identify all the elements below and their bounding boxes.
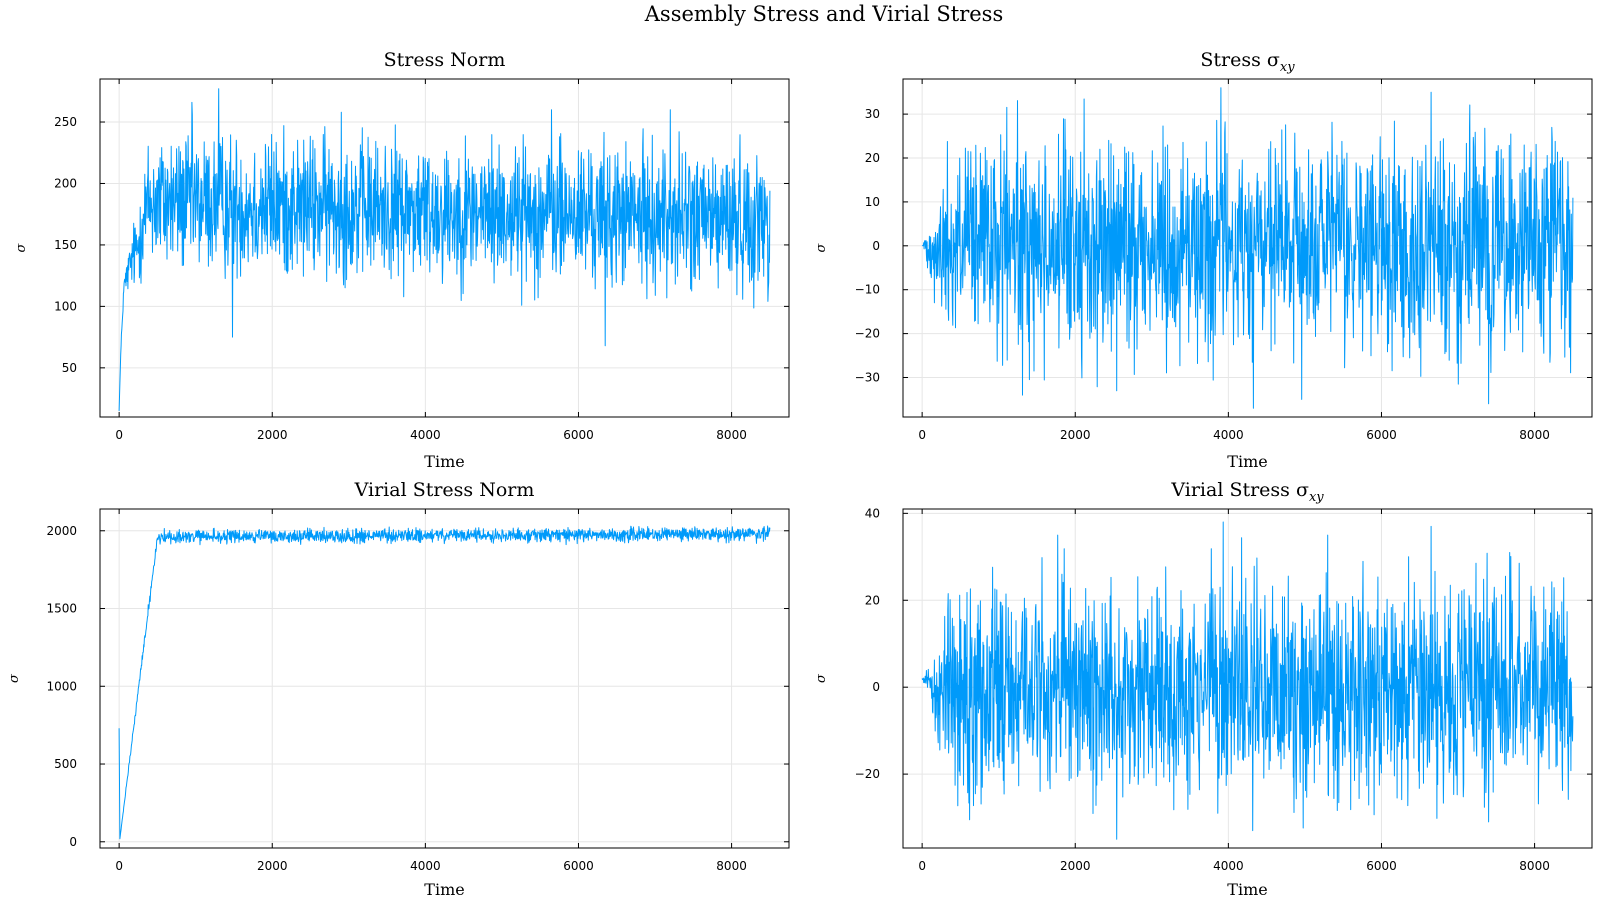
x-tick-label: 8000 [716,859,747,873]
y-tick-label: 200 [54,176,77,190]
subplot-title: Stress Norm [384,49,506,71]
x-tick-label: 6000 [563,859,594,873]
x-axis-label: Time [424,880,464,899]
y-tick-label: 1500 [46,602,77,616]
series-line [921,521,1574,840]
axes-frame [99,508,790,849]
y-tick-label: 150 [54,238,77,252]
x-tick-label: 8000 [716,428,747,442]
y-tick-label: 250 [54,115,77,129]
subplot-title: Stress σxy [1200,49,1295,75]
x-tick-label: 8000 [1519,859,1550,873]
subplot-1: 0 2000 4000 6000 8000 50 100 150 200 250 Stress No… [14,49,790,471]
subplot-title: Virial Stress σxy [1170,479,1324,505]
x-tick-label: 4000 [1213,859,1244,873]
x-tick-label: 2000 [1060,428,1091,442]
x-tick-label: 2000 [257,859,288,873]
subplot-2: 0 2000 4000 6000 8000 −30 −20 −10 0 10 20 30 Stress … [814,49,1593,471]
y-tick-label: 40 [865,506,880,520]
x-axis-label: Time [424,452,464,471]
y-tick-label: −30 [855,370,880,384]
axes-frame [902,508,1593,849]
y-tick-label: 0 [872,680,880,694]
y-tick-label: 0 [69,835,77,849]
x-tick-label: 0 [918,428,926,442]
x-tick-label: 6000 [1366,428,1397,442]
y-tick-label: −20 [855,327,880,341]
y-tick-label: 10 [865,195,880,209]
subplot-title-subscript: xy [1280,60,1295,75]
y-tick-label: 20 [865,593,880,607]
series-line [118,525,771,840]
y-tick-label: 1000 [46,679,77,693]
y-tick-label: 20 [865,151,880,165]
series-line [118,88,771,411]
y-tick-label: 50 [62,361,77,375]
axes-frame [99,78,790,418]
x-axis-label: Time [1227,880,1267,899]
x-tick-label: 8000 [1519,428,1550,442]
figure-title: Assembly Stress and Virial Stress [644,2,1003,26]
y-tick-label: 2000 [46,524,77,538]
x-tick-label: 4000 [1213,428,1244,442]
y-tick-label: 0 [872,239,880,253]
y-tick-label: −20 [855,767,880,781]
series-line [921,87,1574,409]
subplot-3: 0 2000 4000 6000 8000 0 500 1000 1500 2000 Virial … [7,479,790,899]
y-axis-label: σ [814,673,829,683]
y-axis-label: σ [14,242,29,252]
x-tick-label: 6000 [563,428,594,442]
x-axis-label: Time [1227,452,1267,471]
x-tick-label: 2000 [257,428,288,442]
y-tick-label: −10 [855,283,880,297]
x-tick-label: 0 [918,859,926,873]
axes-frame [902,78,1593,418]
subplot-4: 0 2000 4000 6000 8000 −20 0 20 40 Virial Stress σ… [814,479,1593,899]
x-tick-label: 4000 [410,428,441,442]
y-tick-label: 30 [865,107,880,121]
subplot-title-subscript: xy [1309,490,1324,505]
x-tick-label: 0 [115,428,123,442]
y-tick-label: 500 [54,757,77,771]
y-axis-label: σ [814,242,829,252]
subplot-title: Virial Stress Norm [354,479,535,501]
y-tick-label: 100 [54,299,77,313]
x-tick-label: 2000 [1060,859,1091,873]
x-tick-label: 0 [115,859,123,873]
x-tick-label: 6000 [1366,859,1397,873]
y-axis-label: σ [7,673,22,683]
x-tick-label: 4000 [410,859,441,873]
